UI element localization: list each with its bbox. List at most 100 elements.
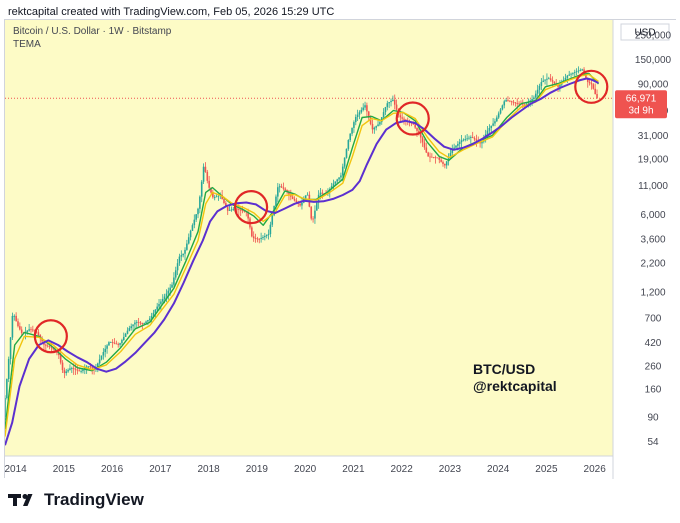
- currency-label: USD: [634, 28, 655, 39]
- candle-body: [497, 113, 500, 118]
- candle-body: [106, 345, 108, 349]
- candle-body: [67, 369, 69, 372]
- candle-body: [180, 255, 183, 257]
- price-chart[interactable]: Bitcoin / U.S. Dollar · 1W · Bitstamp TEM…: [5, 20, 677, 479]
- candle-body: [122, 336, 125, 341]
- candle-body: [366, 105, 368, 112]
- candle-body: [256, 238, 259, 240]
- candle-body: [30, 329, 32, 331]
- time-axis-panel: [5, 456, 613, 479]
- candle-body: [135, 321, 138, 323]
- candle-body: [594, 88, 596, 95]
- candle-body: [7, 359, 10, 380]
- candle-body: [109, 342, 112, 343]
- candle-body: [547, 78, 550, 80]
- candle-body: [280, 186, 283, 188]
- candle-body: [215, 196, 218, 198]
- candle-body: [41, 338, 43, 342]
- candle-body: [156, 306, 158, 310]
- candle-body: [490, 125, 493, 128]
- candle-body: [388, 102, 390, 104]
- candle-body: [158, 303, 160, 307]
- candle-body: [37, 332, 40, 335]
- candle-body: [293, 198, 296, 201]
- candle-body: [360, 109, 363, 113]
- candle-body: [20, 329, 23, 333]
- candle-body: [121, 340, 123, 344]
- candle-body: [115, 343, 118, 345]
- candle-body: [117, 344, 120, 345]
- candle-body: [191, 225, 194, 231]
- candle-body: [330, 186, 333, 189]
- candle-body: [113, 342, 116, 344]
- candle-body: [71, 368, 73, 369]
- candle-body: [516, 102, 519, 104]
- x-tick-label: 2018: [198, 464, 221, 475]
- chart-frame[interactable]: Bitcoin / U.S. Dollar · 1W · Bitstamp TEM…: [4, 19, 677, 479]
- candle-body: [449, 153, 452, 158]
- x-tick-label: 2021: [342, 464, 365, 475]
- candle-body: [492, 123, 494, 126]
- candle-body: [19, 326, 21, 330]
- candle-body: [247, 212, 249, 219]
- candle-body: [577, 70, 580, 72]
- candle-body: [72, 368, 75, 369]
- candle-body: [284, 188, 287, 190]
- candle-body: [288, 192, 290, 195]
- candle-body: [314, 210, 316, 219]
- candle-body: [26, 330, 29, 333]
- candle-body: [455, 145, 457, 148]
- candle-body: [544, 79, 546, 81]
- candle-body: [91, 367, 94, 369]
- y-tick-label: 2,200: [640, 258, 665, 269]
- candle-body: [152, 312, 155, 316]
- highlight-circle: [574, 69, 609, 104]
- candle-body: [130, 326, 133, 329]
- candle-body: [321, 192, 324, 194]
- candle-body: [239, 209, 242, 211]
- candle-body: [278, 186, 281, 188]
- bar-countdown: 3d 9h: [628, 105, 653, 116]
- candle-body: [141, 323, 144, 324]
- candle-body: [345, 148, 348, 158]
- candle-body: [470, 137, 472, 138]
- y-tick-label: 260: [645, 361, 662, 372]
- y-tick-label: 90,000: [638, 80, 669, 91]
- candle-body: [228, 210, 231, 211]
- candle-body: [436, 157, 439, 159]
- candle-body: [553, 81, 556, 84]
- x-tick-label: 2014: [5, 464, 27, 475]
- candle-body: [238, 209, 240, 210]
- candle-body: [507, 100, 509, 101]
- candle-body: [45, 344, 47, 346]
- candle-body: [251, 227, 253, 237]
- candle-body: [401, 117, 403, 119]
- candle-body: [9, 337, 12, 360]
- candle-body: [17, 321, 19, 327]
- candle-body: [416, 127, 418, 131]
- candle-body: [48, 346, 51, 348]
- candle-body: [291, 196, 294, 199]
- candle-body: [223, 199, 225, 204]
- candle-body: [540, 82, 543, 86]
- x-tick-label: 2023: [439, 464, 462, 475]
- candle-body: [82, 369, 84, 372]
- candle-body: [447, 157, 450, 162]
- candle-body: [15, 315, 17, 322]
- candle-body: [496, 117, 498, 122]
- candle-body: [371, 123, 374, 130]
- candle-body: [271, 215, 274, 225]
- candle-body: [148, 318, 151, 321]
- candle-body: [414, 124, 416, 128]
- highlight-circle: [233, 190, 269, 225]
- candle-body: [124, 333, 127, 337]
- highlight-circle: [395, 101, 430, 136]
- candle-body: [499, 109, 502, 114]
- candle-body: [202, 166, 205, 182]
- candle-body: [61, 362, 64, 371]
- highlight-circle: [33, 319, 68, 354]
- candle-body: [199, 196, 201, 209]
- candle-body: [557, 85, 559, 87]
- candle-body: [282, 187, 285, 189]
- candle-body: [379, 122, 381, 125]
